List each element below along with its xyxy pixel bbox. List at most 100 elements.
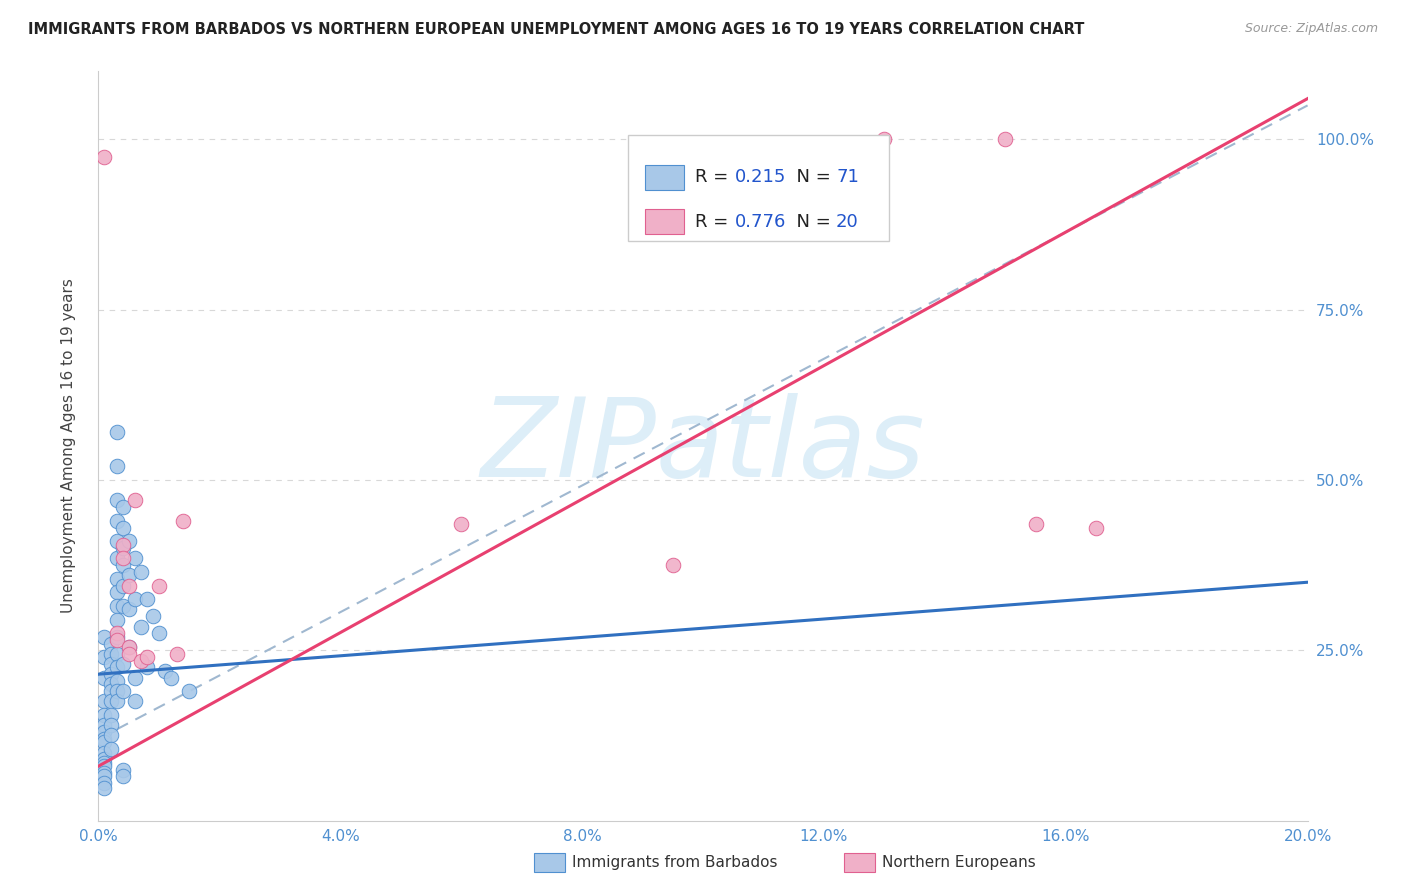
Point bbox=[100, 677, 122, 691]
Text: N =: N = bbox=[786, 213, 837, 231]
Point bbox=[111, 551, 134, 566]
Point bbox=[111, 500, 134, 515]
Point bbox=[105, 514, 128, 528]
Y-axis label: Unemployment Among Ages 16 to 19 years: Unemployment Among Ages 16 to 19 years bbox=[62, 278, 76, 614]
Text: Immigrants from Barbados: Immigrants from Barbados bbox=[572, 855, 778, 870]
Point bbox=[873, 132, 896, 146]
Point bbox=[105, 459, 128, 474]
Point bbox=[93, 780, 115, 795]
Text: N =: N = bbox=[786, 168, 837, 186]
Point bbox=[105, 684, 128, 698]
Point bbox=[166, 647, 188, 661]
Point bbox=[100, 636, 122, 650]
Point bbox=[160, 671, 183, 685]
Text: 0.215: 0.215 bbox=[735, 168, 786, 186]
Text: Northern Europeans: Northern Europeans bbox=[882, 855, 1035, 870]
Point bbox=[93, 671, 115, 685]
Point bbox=[148, 626, 170, 640]
Point bbox=[93, 650, 115, 665]
Point bbox=[142, 609, 165, 624]
Point bbox=[105, 647, 128, 661]
Point bbox=[93, 694, 115, 708]
Text: R =: R = bbox=[696, 213, 734, 231]
Point bbox=[124, 694, 146, 708]
Point bbox=[105, 613, 128, 627]
Point bbox=[450, 517, 472, 532]
Text: R =: R = bbox=[696, 168, 734, 186]
Point bbox=[118, 568, 141, 582]
Point bbox=[105, 534, 128, 549]
Point bbox=[100, 684, 122, 698]
Point bbox=[100, 742, 122, 756]
Point bbox=[105, 425, 128, 440]
Point bbox=[111, 541, 134, 556]
Point bbox=[93, 735, 115, 749]
Text: 20: 20 bbox=[837, 213, 859, 231]
Point bbox=[129, 565, 152, 579]
Point bbox=[93, 769, 115, 783]
Point bbox=[111, 684, 134, 698]
Point bbox=[100, 657, 122, 671]
Point bbox=[111, 599, 134, 613]
Point bbox=[105, 660, 128, 674]
Point bbox=[100, 694, 122, 708]
Point bbox=[118, 579, 141, 593]
Point bbox=[994, 132, 1017, 146]
Point bbox=[118, 647, 141, 661]
Point bbox=[93, 630, 115, 644]
Point bbox=[148, 579, 170, 593]
Point bbox=[111, 538, 134, 552]
Point bbox=[111, 579, 134, 593]
Point bbox=[100, 718, 122, 732]
Point bbox=[93, 725, 115, 739]
Text: 0.776: 0.776 bbox=[735, 213, 786, 231]
Text: IMMIGRANTS FROM BARBADOS VS NORTHERN EUROPEAN UNEMPLOYMENT AMONG AGES 16 TO 19 Y: IMMIGRANTS FROM BARBADOS VS NORTHERN EUR… bbox=[28, 22, 1084, 37]
Point bbox=[129, 654, 152, 668]
FancyBboxPatch shape bbox=[645, 165, 685, 190]
Point bbox=[124, 493, 146, 508]
Point bbox=[105, 585, 128, 599]
Point bbox=[105, 673, 128, 688]
Point bbox=[118, 534, 141, 549]
Point bbox=[135, 592, 157, 607]
Point bbox=[105, 694, 128, 708]
Point bbox=[93, 776, 115, 790]
Point bbox=[153, 664, 176, 678]
Point bbox=[105, 551, 128, 566]
Point bbox=[93, 766, 115, 780]
Point bbox=[105, 599, 128, 613]
Point bbox=[124, 592, 146, 607]
Point bbox=[93, 759, 115, 773]
Point bbox=[111, 763, 134, 777]
Point bbox=[105, 572, 128, 586]
Point bbox=[118, 602, 141, 616]
Point bbox=[129, 619, 152, 633]
Point bbox=[111, 558, 134, 573]
FancyBboxPatch shape bbox=[628, 135, 890, 241]
Point bbox=[135, 660, 157, 674]
Point bbox=[118, 640, 141, 654]
Point bbox=[93, 149, 115, 163]
Point bbox=[105, 633, 128, 648]
Point bbox=[93, 752, 115, 766]
Text: Source: ZipAtlas.com: Source: ZipAtlas.com bbox=[1244, 22, 1378, 36]
Point bbox=[100, 667, 122, 681]
FancyBboxPatch shape bbox=[534, 853, 565, 872]
FancyBboxPatch shape bbox=[645, 210, 685, 235]
Point bbox=[100, 708, 122, 723]
Point bbox=[105, 493, 128, 508]
Point bbox=[111, 521, 134, 535]
FancyBboxPatch shape bbox=[844, 853, 875, 872]
Point bbox=[1024, 517, 1046, 532]
Text: 71: 71 bbox=[837, 168, 859, 186]
Point bbox=[105, 626, 128, 640]
Point bbox=[118, 640, 141, 654]
Point bbox=[124, 551, 146, 566]
Point bbox=[93, 746, 115, 760]
Point bbox=[661, 558, 683, 573]
Point bbox=[179, 684, 201, 698]
Point bbox=[172, 514, 194, 528]
Point bbox=[135, 650, 157, 665]
Point bbox=[124, 671, 146, 685]
Point bbox=[100, 729, 122, 743]
